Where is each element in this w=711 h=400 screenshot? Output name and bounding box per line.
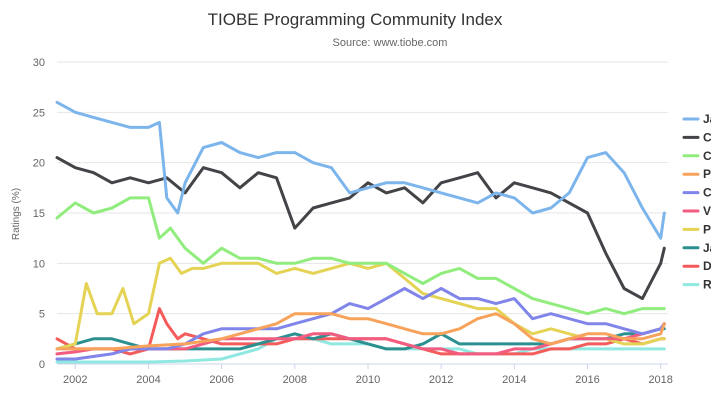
series-line-5[interactable] xyxy=(55,287,666,361)
x-tick-label: 2006 xyxy=(209,374,233,386)
legend-label: Ja xyxy=(703,241,711,255)
legend-label: P xyxy=(703,167,711,181)
y-tick-label: 5 xyxy=(39,309,45,321)
series-line-1[interactable] xyxy=(55,100,666,240)
y-tick-label: 30 xyxy=(33,57,45,69)
chart-subtitle: Source: www.tiobe.com xyxy=(333,37,448,49)
y-tick-label: 0 xyxy=(39,359,45,371)
series-line-4[interactable] xyxy=(55,312,666,351)
legend-item[interactable]: V xyxy=(682,204,711,218)
legend-item[interactable]: Ja xyxy=(682,241,711,255)
y-tick-label: 20 xyxy=(33,158,45,170)
x-tick-label: 2018 xyxy=(648,374,672,386)
legend-item[interactable]: C xyxy=(682,130,711,144)
y-axis-title: Ratings (%) xyxy=(11,188,22,240)
y-axis-ticks: 0 5 10 15 20 25 30 xyxy=(33,57,45,371)
legend-item[interactable]: R xyxy=(682,278,711,292)
legend-label: P xyxy=(703,222,711,236)
legend-item[interactable]: P xyxy=(682,222,711,236)
legend-label: D xyxy=(703,259,711,273)
chart-title: TIOBE Programming Community Index xyxy=(208,10,503,29)
legend-item[interactable]: D xyxy=(682,259,711,273)
x-tick-label: 2012 xyxy=(429,374,453,386)
legend-label: Ja xyxy=(703,112,711,126)
legend-item[interactable]: P xyxy=(682,167,711,181)
legend-label: R xyxy=(703,278,711,292)
legend-label: C xyxy=(703,149,711,163)
series-line-10[interactable] xyxy=(55,337,666,364)
series-line-3[interactable] xyxy=(55,196,666,316)
legend: JaCCPCVPJaDR xyxy=(682,112,711,292)
x-tick-label: 2002 xyxy=(63,374,87,386)
y-tick-label: 25 xyxy=(33,107,45,119)
series-lines xyxy=(55,100,666,364)
series-line-7[interactable] xyxy=(55,256,666,351)
y-tick-label: 10 xyxy=(33,258,45,270)
legend-label: C xyxy=(703,186,711,200)
legend-label: V xyxy=(703,204,711,218)
x-tick-label: 2004 xyxy=(136,374,160,386)
legend-item[interactable]: C xyxy=(682,186,711,200)
legend-item[interactable]: Ja xyxy=(682,112,711,126)
legend-item[interactable]: C xyxy=(682,149,711,163)
y-tick-label: 15 xyxy=(33,208,45,220)
x-tick-label: 2010 xyxy=(356,374,380,386)
legend-label: C xyxy=(703,130,711,144)
x-tick-label: 2014 xyxy=(502,374,526,386)
series-line-2[interactable] xyxy=(55,156,666,301)
x-tick-label: 2016 xyxy=(575,374,599,386)
x-axis-ticks: 2002 2004 2006 2008 2010 2012 2014 2016 2018 xyxy=(63,364,673,386)
x-tick-label: 2008 xyxy=(283,374,307,386)
